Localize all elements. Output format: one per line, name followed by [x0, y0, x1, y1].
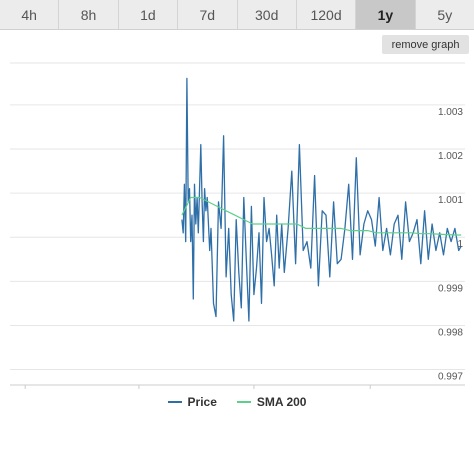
legend-item-price[interactable]: Price — [167, 395, 217, 409]
range-tab-1y[interactable]: 1y — [356, 0, 416, 29]
legend-label: SMA 200 — [256, 395, 307, 409]
y-tick-label: 1.001 — [438, 195, 463, 206]
range-tab-4h[interactable]: 4h — [0, 0, 60, 29]
y-tick-label: 1 — [457, 239, 463, 250]
y-axis-ticks: 0.997 0.998 0.999 1 1.001 1.002 1.003 — [438, 107, 463, 383]
x-axis-ticks: Jan '25Apr '25Jul '25Oct '25 — [24, 385, 371, 389]
y-tick-label: 0.998 — [438, 327, 463, 338]
y-tick-label: 0.999 — [438, 283, 463, 294]
chart-legend: Price SMA 200 — [0, 392, 474, 412]
series-line-price — [181, 77, 462, 322]
legend-swatch — [236, 401, 251, 403]
y-tick-label: 0.997 — [438, 372, 463, 383]
time-range-selector: 4h 8h 1d 7d 30d 120d 1y 5y — [0, 0, 474, 30]
legend-item-sma-200[interactable]: SMA 200 — [236, 395, 307, 409]
series-lines — [181, 77, 462, 322]
price-chart: 0.997 0.998 0.999 1 1.001 1.002 1.003 Jan '25A… — [10, 62, 465, 389]
range-tab-8h[interactable]: 8h — [59, 0, 119, 29]
y-tick-label: 1.002 — [438, 151, 463, 162]
range-tab-5y[interactable]: 5y — [415, 0, 474, 29]
grid-lines — [10, 62, 465, 386]
range-tab-30d[interactable]: 30d — [237, 0, 297, 29]
legend-label: Price — [187, 395, 217, 409]
legend-swatch — [167, 401, 182, 403]
y-tick-label: 1.003 — [438, 107, 463, 118]
range-tab-7d[interactable]: 7d — [178, 0, 238, 29]
remove-graph-button[interactable]: remove graph — [382, 35, 469, 54]
series-line-sma-200 — [181, 196, 462, 236]
range-tab-120d[interactable]: 120d — [296, 0, 357, 29]
range-tab-1d[interactable]: 1d — [118, 0, 179, 29]
